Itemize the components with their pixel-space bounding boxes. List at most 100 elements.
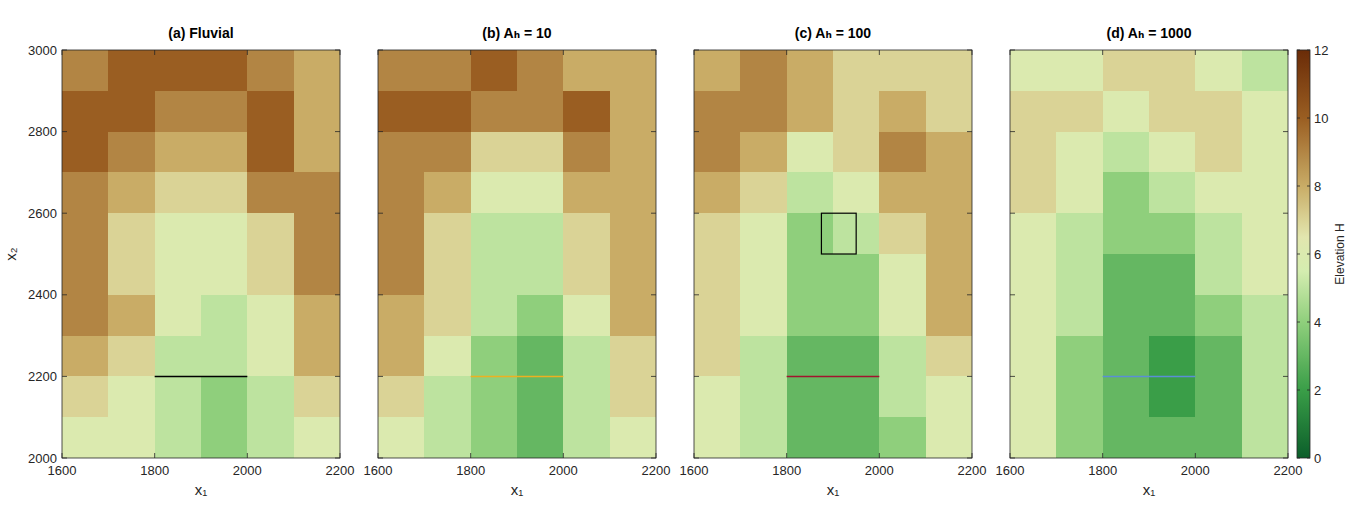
x-tick <box>62 50 63 55</box>
cell <box>563 254 610 295</box>
cell <box>610 213 656 254</box>
colorbar: 024681012Elevation H <box>1297 43 1347 466</box>
cell <box>247 376 294 417</box>
cell <box>424 91 471 132</box>
cell <box>517 376 564 417</box>
cell <box>294 254 340 295</box>
cell <box>471 50 518 91</box>
y-tick <box>1010 131 1015 132</box>
cell <box>694 254 741 295</box>
cell <box>424 376 471 417</box>
cell <box>62 376 109 417</box>
x-tick <box>1102 50 1103 55</box>
frame <box>378 50 656 458</box>
cell <box>833 417 880 458</box>
cell <box>563 213 610 254</box>
x-tick-label: 1800 <box>140 463 169 478</box>
x-tick-label: 1800 <box>772 463 801 478</box>
x-tick-label: 1800 <box>1088 463 1117 478</box>
y-tick <box>1010 294 1015 295</box>
cell <box>926 295 972 336</box>
cell <box>1056 91 1103 132</box>
cell <box>378 417 425 458</box>
y-tick <box>378 131 383 132</box>
cell <box>694 132 741 173</box>
figure: 1600180020002200200022002400260028003000… <box>0 0 1353 520</box>
cell <box>1195 295 1242 336</box>
cell <box>378 91 425 132</box>
colorbar-tick-label: 0 <box>1314 451 1321 466</box>
y-tick <box>694 294 699 295</box>
cell <box>833 91 880 132</box>
x-tick <box>1195 453 1196 458</box>
cell <box>740 336 787 377</box>
cell <box>424 213 471 254</box>
cell <box>1149 254 1196 295</box>
cell <box>155 50 202 91</box>
cell <box>471 132 518 173</box>
cell <box>879 417 926 458</box>
cell <box>694 295 741 336</box>
cell <box>926 172 972 213</box>
cell <box>926 376 972 417</box>
x-tick <box>786 453 787 458</box>
cell <box>1056 132 1103 173</box>
cell <box>471 213 518 254</box>
cell <box>108 336 155 377</box>
x-tick <box>247 453 248 458</box>
cell <box>879 50 926 91</box>
x-tick-label: 2000 <box>1181 463 1210 478</box>
cell <box>1195 213 1242 254</box>
cell <box>787 376 834 417</box>
cell <box>1103 213 1150 254</box>
cell <box>378 336 425 377</box>
colorbar-tick <box>1307 322 1310 323</box>
cell <box>694 91 741 132</box>
cell <box>1242 417 1288 458</box>
colorbar-tick <box>1307 50 1310 51</box>
cell <box>879 213 926 254</box>
x-tick <box>378 453 379 458</box>
x-tick <box>879 453 880 458</box>
cell <box>471 91 518 132</box>
colorbar-tick-label: 12 <box>1314 43 1328 58</box>
cell <box>1242 295 1288 336</box>
cell <box>1056 336 1103 377</box>
cell <box>201 295 248 336</box>
cell <box>1010 254 1057 295</box>
cell <box>563 172 610 213</box>
x-tick-label: 1600 <box>996 463 1025 478</box>
y-tick <box>1283 213 1288 214</box>
cell <box>879 91 926 132</box>
cell <box>517 172 564 213</box>
colorbar-title: Elevation H <box>1333 223 1347 284</box>
y-tick <box>967 50 972 51</box>
cell <box>108 50 155 91</box>
cell <box>879 295 926 336</box>
cell <box>1010 50 1057 91</box>
colorbar-tick <box>1307 458 1310 459</box>
cell <box>1103 376 1150 417</box>
colorbar-tick <box>1307 118 1310 119</box>
cell <box>879 254 926 295</box>
cell <box>740 376 787 417</box>
colorbar-tick <box>1307 186 1310 187</box>
cell <box>424 336 471 377</box>
cell <box>694 376 741 417</box>
cell <box>1195 50 1242 91</box>
cell <box>108 132 155 173</box>
cell <box>471 376 518 417</box>
cell <box>1010 91 1057 132</box>
y-tick <box>967 458 972 459</box>
y-tick <box>1010 458 1015 459</box>
cell <box>1242 254 1288 295</box>
cell <box>787 91 834 132</box>
y-tick <box>335 376 340 377</box>
cell <box>1195 417 1242 458</box>
cell <box>1010 376 1057 417</box>
cell <box>787 295 834 336</box>
cell <box>1149 132 1196 173</box>
cell <box>1056 50 1103 91</box>
plot-area <box>694 50 972 458</box>
x-tick <box>470 453 471 458</box>
